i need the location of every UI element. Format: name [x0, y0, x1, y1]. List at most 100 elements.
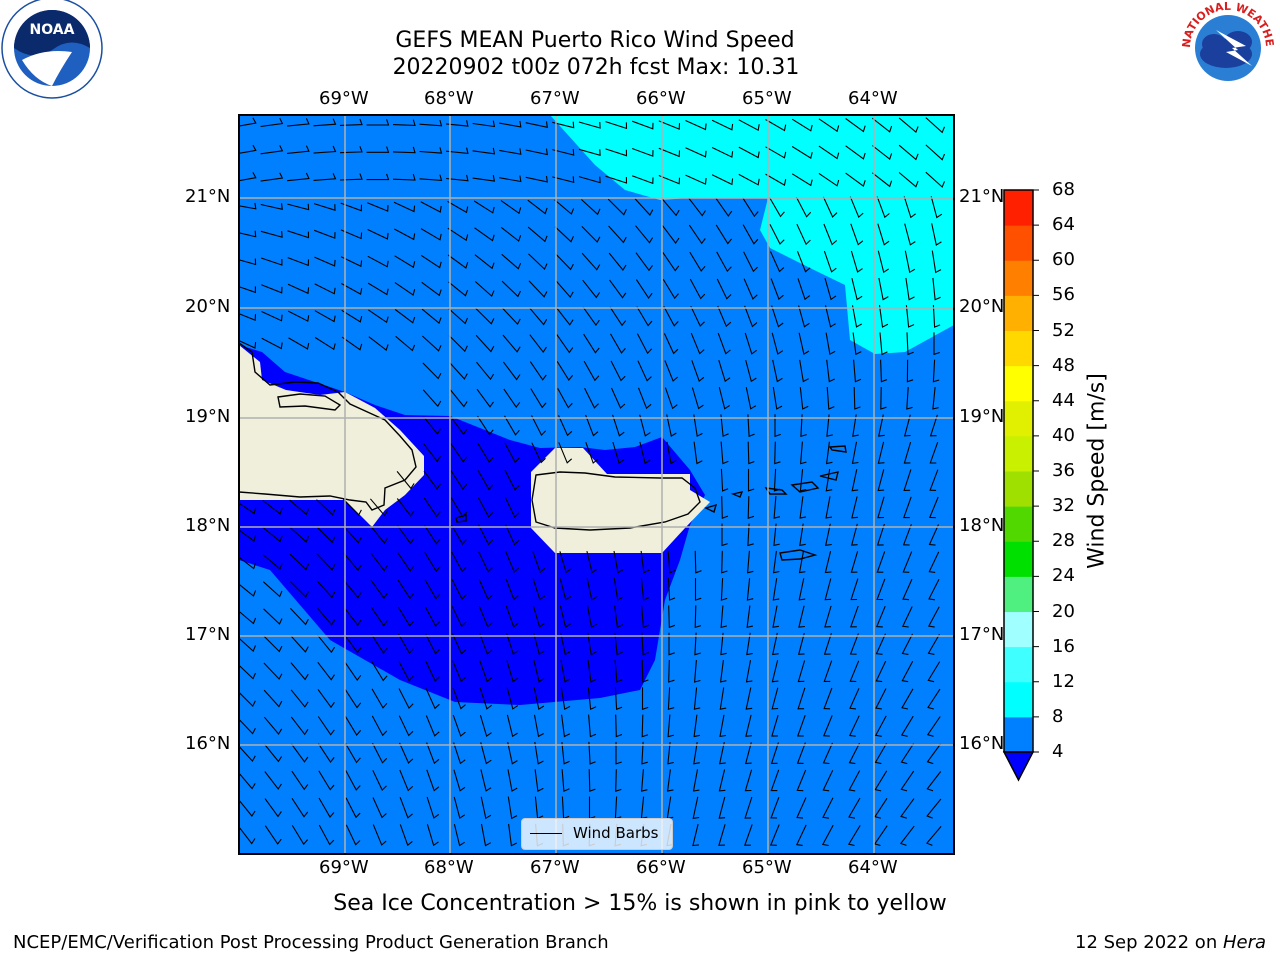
- wind-barb: [588, 741, 596, 765]
- wind-barb: [371, 661, 388, 682]
- lon-label-top: 69°W: [319, 88, 369, 109]
- wind-barb: [581, 226, 601, 243]
- footer-host: Hera: [1222, 932, 1266, 953]
- wind-barb: [398, 742, 414, 764]
- lon-label-top: 67°W: [530, 88, 580, 109]
- wind-barb: [667, 550, 676, 574]
- wind-barb: [477, 497, 494, 518]
- wind-barb: [661, 225, 680, 244]
- wind-barb: [928, 496, 939, 519]
- wind-barb: [799, 387, 809, 410]
- footer-branch: NCEP/EMC/Verification Post Processing Pr…: [13, 932, 609, 953]
- map-frame: [238, 114, 955, 855]
- wind-barb: [747, 468, 755, 492]
- wind-barb: [451, 551, 467, 573]
- wind-barb: [528, 253, 548, 271]
- wind-barb: [769, 224, 785, 245]
- wind-barb: [800, 414, 807, 438]
- wind-barb: [825, 441, 833, 465]
- wind-barb: [556, 361, 574, 381]
- wind-barb: [290, 608, 309, 626]
- wind-barb: [641, 741, 648, 765]
- wind-barb: [746, 550, 754, 574]
- wind-barb: [588, 769, 596, 792]
- wind-barb: [316, 553, 336, 571]
- wind-barb: [239, 772, 256, 790]
- wind-barb: [261, 284, 283, 294]
- wind-barb: [773, 523, 780, 547]
- wind-barb: [932, 359, 940, 383]
- wind-barb: [685, 147, 707, 158]
- wind-barb: [317, 634, 336, 654]
- wind-barb: [344, 634, 362, 654]
- wind-barb: [451, 633, 467, 655]
- wind-barb: [477, 470, 494, 491]
- wind-barb: [345, 743, 361, 764]
- wind-barb: [902, 578, 913, 601]
- wind-barb: [478, 551, 493, 573]
- wind-barb: [476, 388, 494, 408]
- colorbar-tick-label: 40: [1052, 424, 1075, 446]
- wind-barb: [610, 333, 626, 354]
- wind-barb: [718, 769, 726, 792]
- wind-barb: [419, 119, 443, 127]
- colorbar-tick-label: 36: [1052, 460, 1075, 481]
- wind-barb: [771, 687, 779, 710]
- wind-barb: [392, 174, 416, 181]
- lon-label-bottom: 69°W: [319, 857, 369, 878]
- wind-barb: [871, 172, 893, 188]
- wind-barb: [263, 689, 283, 708]
- wind-barb: [371, 715, 388, 737]
- wind-barb: [605, 121, 628, 130]
- wind-barb: [797, 687, 806, 710]
- wind-barb: [453, 796, 466, 819]
- lat-label-right: 16°N: [959, 733, 1005, 754]
- wind-barb: [662, 252, 680, 272]
- wind-barb: [610, 360, 626, 382]
- wind-barb: [587, 687, 597, 711]
- wind-barb: [472, 120, 496, 128]
- colorbar-tick-label: 68: [1052, 179, 1075, 200]
- wind-barb: [587, 660, 597, 683]
- wind-barb: [906, 386, 913, 410]
- wind-barb: [824, 605, 832, 628]
- wind-barb: [605, 148, 628, 157]
- wind-barb: [694, 632, 701, 656]
- wind-barb: [771, 305, 784, 328]
- wind-barb: [658, 147, 681, 158]
- wind-barb: [694, 605, 702, 629]
- wind-barb: [875, 633, 887, 655]
- svg-text:NATIONAL WEATHER SERVICE: NATIONAL WEATHER SERVICE: [0, 0, 1276, 48]
- wind-barb: [641, 659, 649, 683]
- wind-barb: [499, 175, 522, 183]
- wind-barb: [612, 414, 625, 437]
- legend-line-sample: [530, 833, 562, 834]
- wind-barb: [239, 502, 257, 515]
- colorbar-tick-label: 20: [1052, 600, 1075, 622]
- wind-barb: [874, 770, 888, 792]
- nws-logo: NATIONAL WEATHER SERVICE: [0, 0, 1276, 96]
- wind-barb: [636, 333, 653, 355]
- lon-label-top: 68°W: [424, 88, 474, 109]
- wind-barb: [453, 742, 466, 765]
- wind-barb: [771, 632, 779, 656]
- wind-barb: [287, 230, 310, 239]
- wind-barb: [715, 197, 733, 217]
- wind-barb: [691, 360, 705, 383]
- colorbar-tick-label: 32: [1052, 495, 1075, 517]
- wind-barb: [239, 745, 256, 763]
- wind-barb: [369, 498, 389, 517]
- wind-barb: [746, 605, 754, 628]
- wind-barb: [853, 359, 862, 383]
- wind-barb: [852, 332, 862, 356]
- lon-label-top: 64°W: [848, 88, 898, 109]
- wind-barb: [610, 387, 626, 409]
- wind-barb: [419, 174, 443, 182]
- wind-barb: [507, 741, 518, 765]
- wind-barb: [765, 119, 787, 132]
- wind-barb: [797, 632, 805, 655]
- wind-barb: [525, 121, 548, 129]
- wind-barb: [640, 550, 650, 574]
- wind-barb: [664, 360, 679, 382]
- wind-barb: [555, 280, 574, 299]
